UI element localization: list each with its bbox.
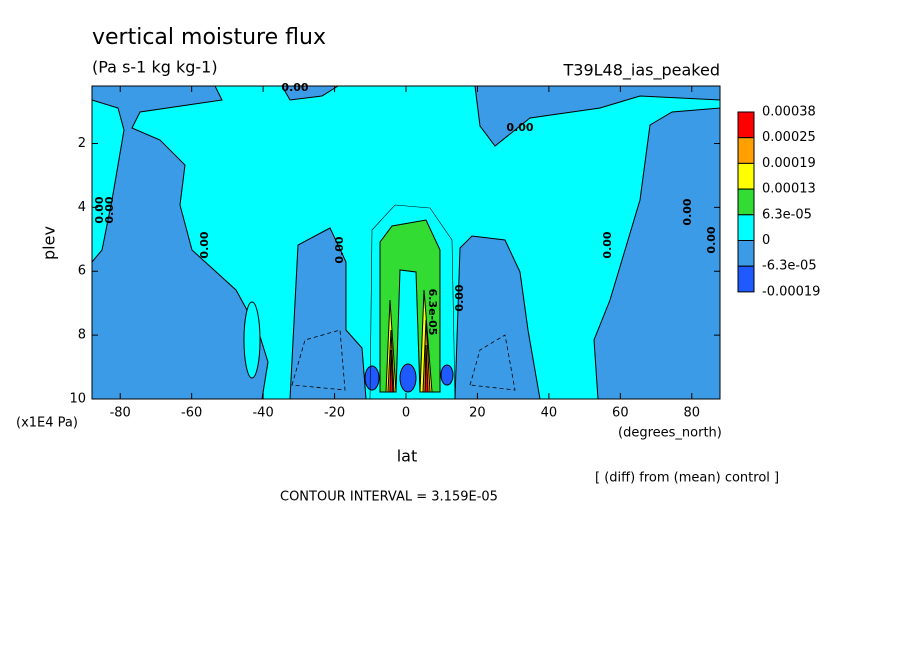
colorbar-label: 0 — [762, 233, 770, 248]
x-axis-unit: (degrees_north) — [618, 426, 722, 441]
contour-label: 6.3e-05 — [426, 289, 439, 336]
contour-line — [291, 329, 516, 391]
y-tick-label: 10 — [69, 392, 86, 407]
contour-label: 0.00 — [506, 121, 533, 134]
x-tick-label: -80 — [110, 406, 131, 421]
colorbar-box — [737, 214, 755, 242]
contour-fill — [91, 85, 269, 400]
colorbar-label: 0.00019 — [762, 156, 816, 171]
experiment-label: T39L48_ias_peaked — [563, 61, 721, 81]
contour-fill — [399, 363, 417, 393]
colorbar-box — [737, 137, 755, 164]
colorbar-label: 0.00025 — [762, 130, 816, 145]
contour-fill — [440, 364, 454, 386]
contour-label: 0.00 — [103, 196, 116, 223]
contour-fill — [364, 365, 380, 391]
chart-subtitle: (Pa s-1 kg kg-1) — [92, 58, 218, 77]
y-tick-label: 2 — [78, 136, 86, 151]
colorbar-label: 6.3e-05 — [762, 207, 812, 222]
contour-fill — [243, 301, 261, 379]
y-tick-label: 6 — [78, 264, 86, 279]
x-tick-label: -60 — [181, 406, 202, 421]
note: [ (diff) from (mean) control ] — [595, 471, 779, 486]
contour-fill — [454, 235, 541, 400]
x-axis-label: lat — [397, 447, 418, 466]
contour-label: 0.00 — [681, 198, 694, 225]
chart-title: vertical moisture flux — [92, 25, 326, 50]
x-tick-label: 80 — [684, 406, 701, 421]
y-tick-label: 8 — [78, 328, 86, 343]
y-axis-label: plev — [40, 226, 59, 260]
contour-label: 0.00 — [93, 196, 106, 223]
x-tick-label: 40 — [541, 406, 558, 421]
contour-interval: CONTOUR INTERVAL = 3.159E-05 — [280, 490, 498, 505]
contour-fill — [389, 349, 394, 393]
contour-line — [369, 204, 456, 400]
contour-fill — [289, 227, 367, 400]
colorbar-label: 0.00038 — [762, 105, 816, 120]
colorbar-box — [737, 265, 755, 293]
y-tick-label: 4 — [78, 200, 86, 215]
colorbar-label: -0.00019 — [762, 284, 820, 299]
x-tick-label: 0 — [402, 406, 410, 421]
y-axis-unit: (x1E4 Pa) — [16, 416, 78, 431]
colorbar-box — [737, 162, 755, 190]
x-tick-label: -40 — [252, 406, 273, 421]
contour-label: 0.00 — [705, 226, 718, 253]
colorbar-box — [737, 111, 755, 139]
contour-label: 0.00 — [281, 81, 308, 94]
colorbar-label: 0.00013 — [762, 182, 816, 197]
contour-fill — [424, 344, 429, 393]
colorbar-box — [737, 188, 755, 216]
colorbar-label: -6.3e-05 — [762, 259, 817, 274]
x-tick-label: 60 — [612, 406, 629, 421]
x-tick-label: 20 — [469, 406, 486, 421]
contour-label: 0.00 — [453, 284, 466, 311]
contour-label: 0.00 — [601, 231, 614, 258]
x-tick-label: -20 — [324, 406, 345, 421]
contour-label: 0.00 — [198, 231, 211, 258]
contour-label: 0.00 — [333, 236, 346, 263]
colorbar-box — [737, 240, 755, 267]
